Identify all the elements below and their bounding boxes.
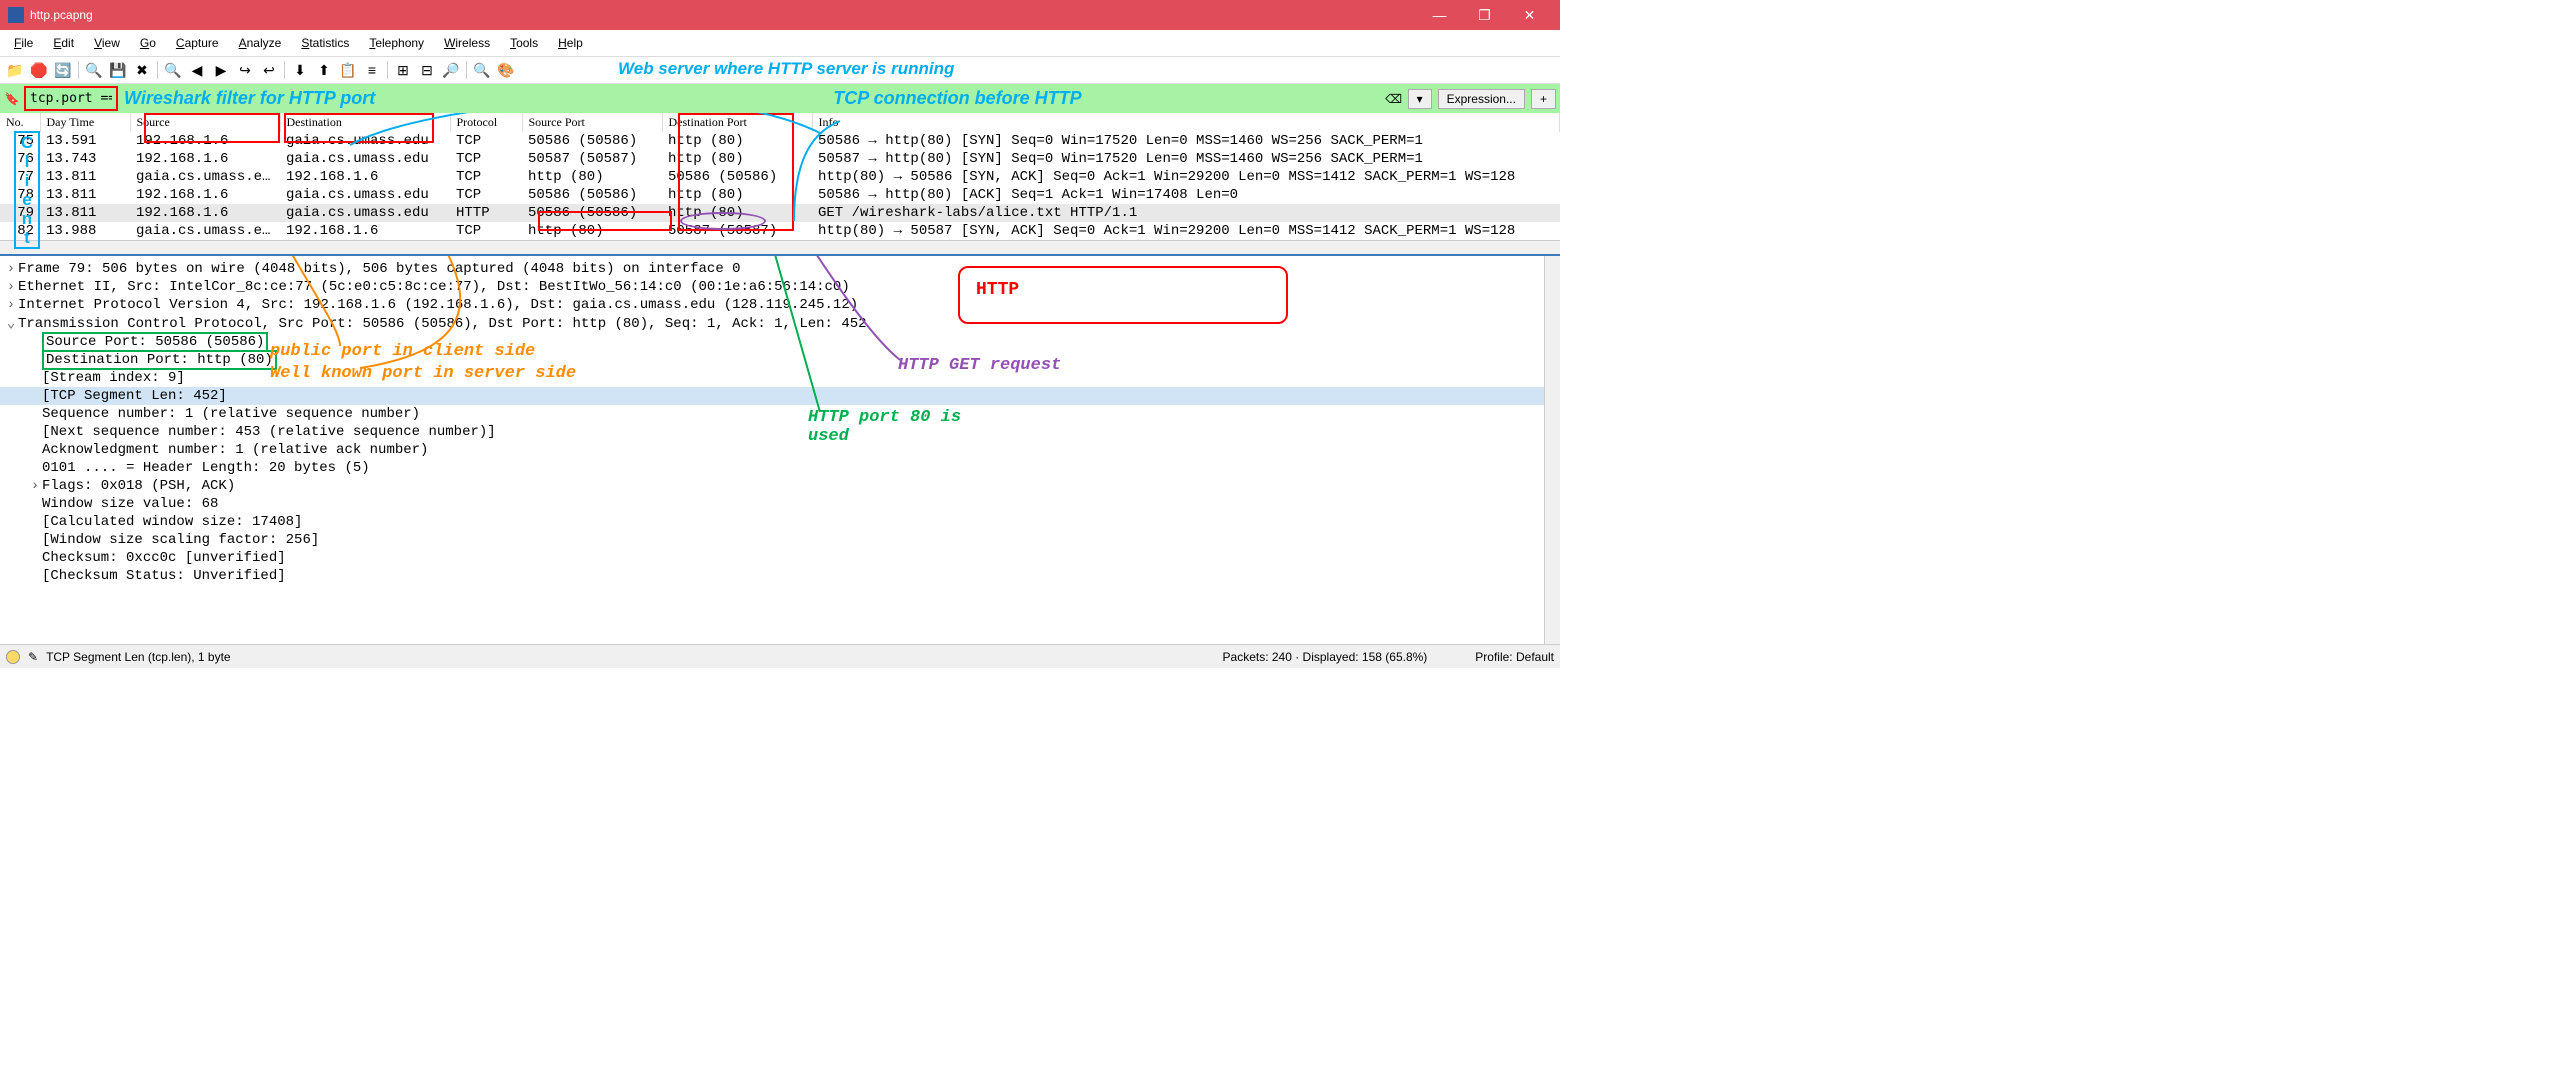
toolbar-button-13[interactable]: 📋 [337,59,359,81]
detail-calc-window[interactable]: [Calculated window size: 17408] [0,513,1560,531]
menu-help[interactable]: Help [548,32,593,54]
toolbar-button-16[interactable]: ⊟ [416,59,438,81]
status-profile[interactable]: Profile: Default [1475,650,1554,664]
window-title: http.pcapng [30,8,1417,22]
column-header[interactable]: Day Time [40,113,130,132]
vertical-scrollbar[interactable] [1544,256,1560,644]
expand-icon[interactable]: › [4,279,18,295]
detail-checksum[interactable]: Checksum: 0xcc0c [unverified] [0,549,1560,567]
detail-ack[interactable]: Acknowledgment number: 1 (relative ack n… [0,441,1560,459]
bookmark-icon[interactable]: 🔖 [2,89,22,109]
display-filter-input[interactable] [26,88,116,109]
column-header[interactable]: Info [812,113,1560,132]
toolbar-button-9[interactable]: ↪ [234,59,256,81]
maximize-button[interactable]: ❐ [1462,0,1507,30]
detail-segment-len[interactable]: [TCP Segment Len: 452] [0,387,1560,405]
detail-source-port[interactable]: Source Port: 50586 (50586) [0,333,1560,351]
http-box: HTTP [958,266,1288,324]
menu-file[interactable]: File [4,32,43,54]
menu-capture[interactable]: Capture [166,32,229,54]
toolbar-button-8[interactable]: ▶ [210,59,232,81]
toolbar-button-19[interactable]: 🎨 [495,59,517,81]
expression-button[interactable]: Expression... [1438,89,1525,109]
collapse-icon[interactable]: ⌄ [4,315,18,332]
toolbar-button-5[interactable]: ✖ [131,59,153,81]
toolbar-button-12[interactable]: ⬆ [313,59,335,81]
source-box [144,113,280,143]
status-field: TCP Segment Len (tcp.len), 1 byte [46,650,1214,664]
destination-box [284,113,434,143]
detail-stream[interactable]: [Stream index: 9] [0,369,1560,387]
menu-statistics[interactable]: Statistics [291,32,359,54]
status-packets: Packets: 240 · Displayed: 158 (65.8%) [1223,650,1428,664]
menu-tools[interactable]: Tools [500,32,548,54]
detail-window-size[interactable]: Window size value: 68 [0,495,1560,513]
menu-go[interactable]: Go [130,32,166,54]
toolbar-button-15[interactable]: ⊞ [392,59,414,81]
menu-edit[interactable]: Edit [43,32,84,54]
http-dport-ellipse [680,212,766,230]
expert-info-icon[interactable]: ✎ [28,650,38,664]
detail-seq[interactable]: Sequence number: 1 (relative sequence nu… [0,405,1560,423]
toolbar-button-10[interactable]: ↩ [258,59,280,81]
column-header[interactable]: No. [0,113,40,132]
horizontal-scrollbar[interactable] [0,240,1560,254]
expand-icon[interactable]: › [4,261,18,277]
window-titlebar: http.pcapng — ❐ ✕ [0,0,1560,30]
expand-icon[interactable]: › [4,297,18,313]
clear-filter-button[interactable]: ⌫ [1384,89,1404,109]
menu-analyze[interactable]: Analyze [229,32,292,54]
column-header[interactable]: Protocol [450,113,522,132]
menu-bar: FileEditViewGoCaptureAnalyzeStatisticsTe… [0,30,1560,57]
toolbar-button-11[interactable]: ⬇ [289,59,311,81]
toolbar-button-2[interactable]: 🔄 [52,59,74,81]
annotation-filter: Wireshark filter for HTTP port [124,88,831,109]
capture-status-icon [6,650,20,664]
detail-dest-port[interactable]: Destination Port: http (80) [0,351,1560,369]
detail-tcp[interactable]: ⌄Transmission Control Protocol, Src Port… [0,314,1560,333]
detail-ethernet[interactable]: ›Ethernet II, Src: IntelCor_8c:ce:77 (5c… [0,278,1560,296]
menu-telephony[interactable]: Telephony [359,32,434,54]
toolbar-button-18[interactable]: 🔍 [471,59,493,81]
toolbar-button-14[interactable]: ≡ [361,59,383,81]
app-icon [8,7,24,23]
detail-frame[interactable]: ›Frame 79: 506 bytes on wire (4048 bits)… [0,260,1560,278]
sport-row-box [538,211,672,231]
packet-list-pane: No.Day TimeSourceDestinationProtocolSour… [0,113,1560,254]
menu-wireless[interactable]: Wireless [434,32,500,54]
close-button[interactable]: ✕ [1507,0,1552,30]
toolbar-button-3[interactable]: 🔍 [83,59,105,81]
status-bar: ✎ TCP Segment Len (tcp.len), 1 byte Pack… [0,644,1560,668]
detail-flags[interactable]: ›Flags: 0x018 (PSH, ACK) [0,477,1560,495]
toolbar-button-17[interactable]: 🔎 [440,59,462,81]
minimize-button[interactable]: — [1417,0,1462,30]
toolbar-button-0[interactable]: 📁 [4,59,26,81]
packet-details-pane[interactable]: ›Frame 79: 506 bytes on wire (4048 bits)… [0,254,1560,644]
main-toolbar: 📁🛑🔄🔍💾✖🔍◀▶↪↩⬇⬆📋≡⊞⊟🔎🔍🎨 [0,57,1560,84]
display-filter-bar: 🔖 Wireshark filter for HTTP port TCP con… [0,84,1560,113]
detail-window-scale[interactable]: [Window size scaling factor: 256] [0,531,1560,549]
annotation-tcp-before: TCP connection before HTTP [833,88,1081,109]
detail-header-len[interactable]: 0101 .... = Header Length: 20 bytes (5) [0,459,1560,477]
client-annotation-box: C l i e n t [14,131,40,249]
filter-dropdown-arrow[interactable]: ▾ [1408,89,1432,109]
expand-icon[interactable]: › [28,478,42,494]
column-header[interactable]: Source Port [522,113,662,132]
detail-checksum-status[interactable]: [Checksum Status: Unverified] [0,567,1560,585]
detail-ip[interactable]: ›Internet Protocol Version 4, Src: 192.1… [0,296,1560,314]
toolbar-button-6[interactable]: 🔍 [162,59,184,81]
toolbar-button-4[interactable]: 💾 [107,59,129,81]
toolbar-button-1[interactable]: 🛑 [28,59,50,81]
detail-next-seq[interactable]: [Next sequence number: 453 (relative seq… [0,423,1560,441]
menu-view[interactable]: View [84,32,130,54]
add-filter-button[interactable]: + [1531,89,1556,109]
toolbar-button-7[interactable]: ◀ [186,59,208,81]
